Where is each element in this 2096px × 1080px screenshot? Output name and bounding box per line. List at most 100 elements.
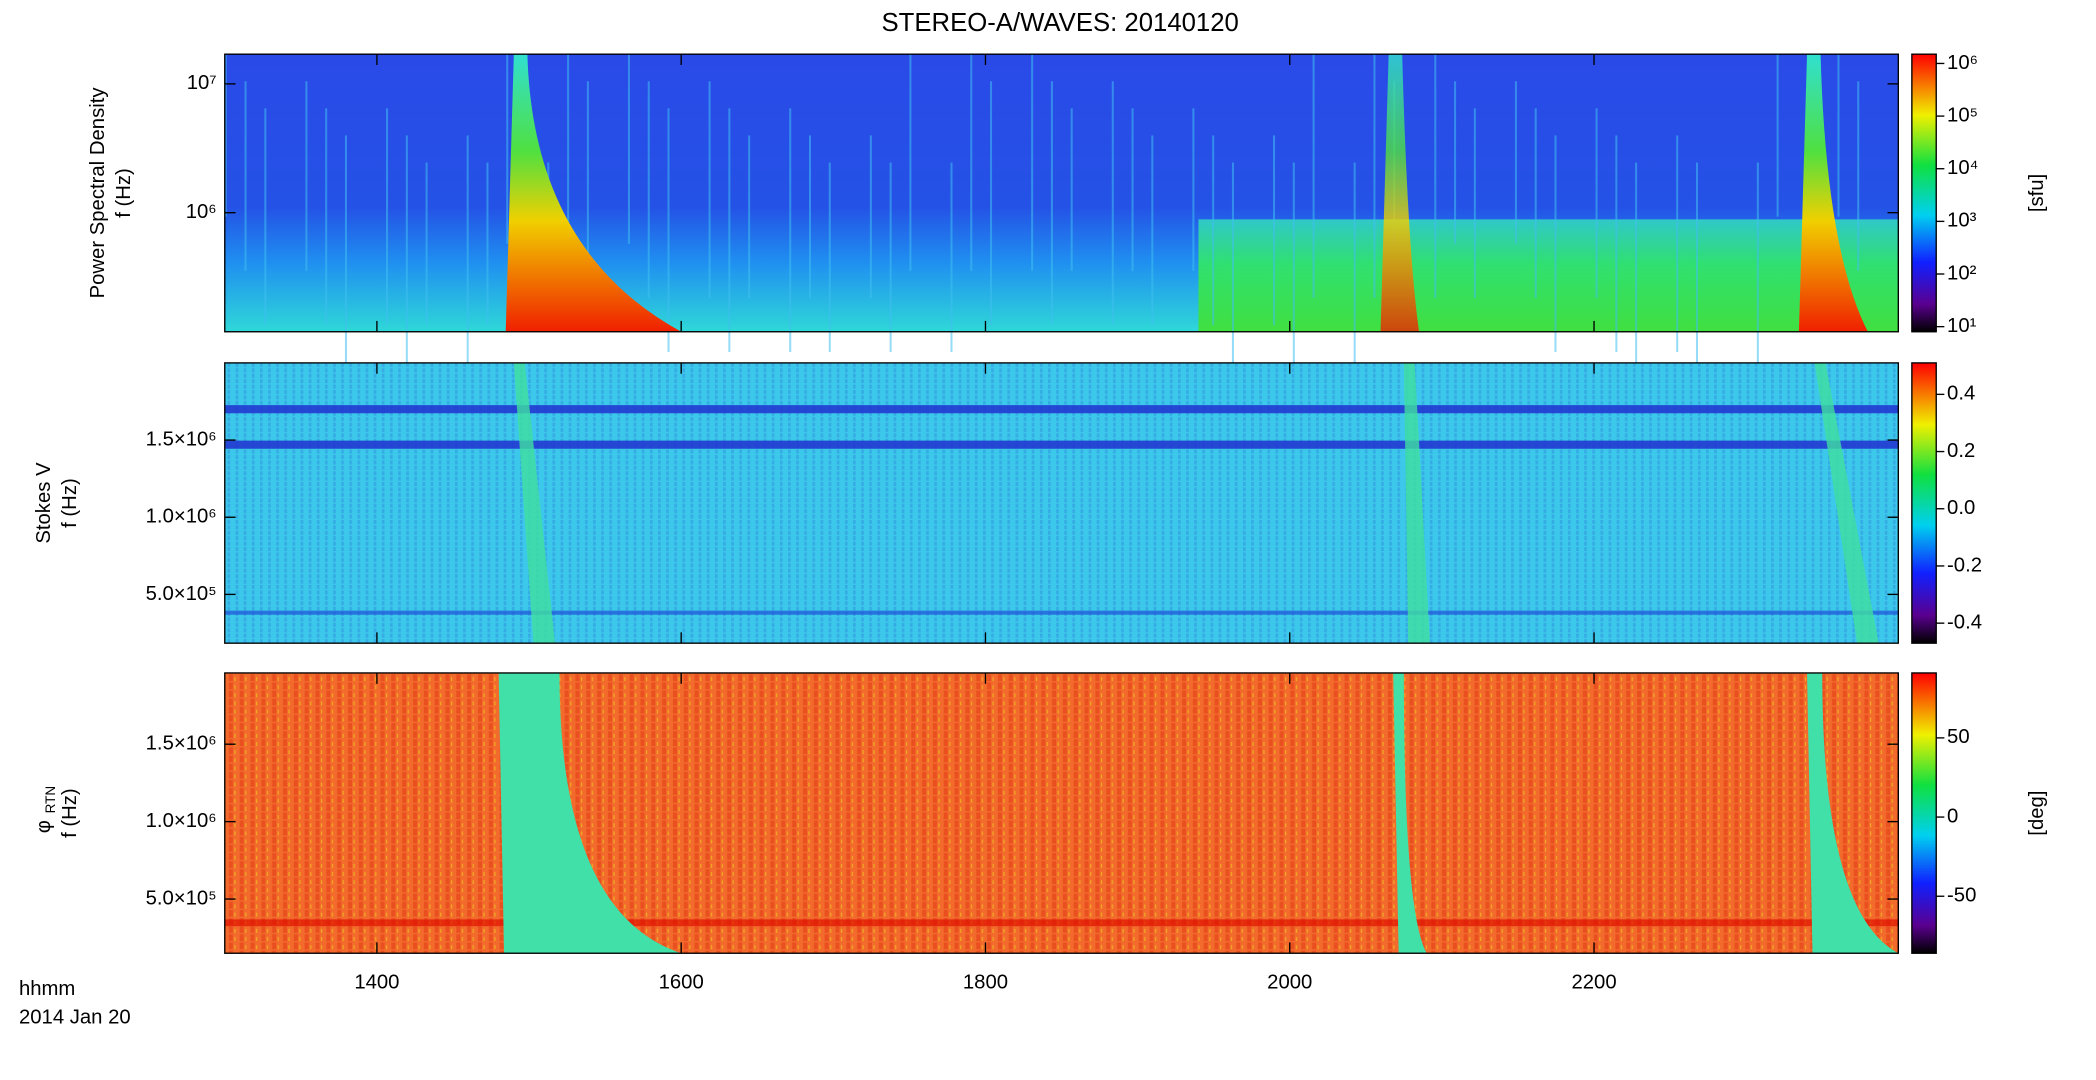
x-axis-label: hhmm <box>19 978 75 1000</box>
spectrogram-texture <box>1070 108 1073 271</box>
colorbar-tick-label: 0.2 <box>1947 440 1975 462</box>
spectrogram-texture <box>1031 54 1034 271</box>
colorbar-tick-label: 10⁵ <box>1947 104 1978 126</box>
y-axis-label: f (Hz) <box>59 788 81 838</box>
colorbar-tick-label: 0.4 <box>1947 383 1975 405</box>
spectrogram-texture <box>513 362 556 644</box>
colorbar-tick-label: 10³ <box>1947 210 1977 232</box>
spectrogram-texture <box>1473 108 1476 298</box>
y-axis-label: f (Hz) <box>113 168 135 218</box>
colorbar-label: [deg] <box>2026 791 2048 836</box>
spectrogram-texture <box>748 135 751 298</box>
spectrogram-texture <box>1198 219 1899 332</box>
spectrogram <box>224 362 1899 644</box>
spectrogram-texture <box>244 81 247 271</box>
spectrogram-texture <box>386 108 389 325</box>
spectrogram-texture <box>567 54 570 244</box>
y-tick-label: 1.0×10⁶ <box>146 810 217 832</box>
y-tick-label: 10⁷ <box>187 72 217 94</box>
spectrogram-texture <box>869 135 872 298</box>
panel-frame <box>224 53 1899 333</box>
y-tick-label: 10⁶ <box>186 201 217 223</box>
spectrogram-texture <box>808 135 812 298</box>
spectrogram-texture <box>305 81 308 271</box>
spectrogram-texture <box>1695 162 1698 407</box>
spectrogram-texture <box>224 54 227 217</box>
spectrogram-texture <box>1403 362 1430 644</box>
colorbar-tick-label: -0.4 <box>1947 612 1982 634</box>
x-tick-label: 1800 <box>963 971 1008 993</box>
spectrogram-texture <box>1192 108 1195 271</box>
spectrogram-texture <box>667 108 670 353</box>
spectrogram-texture <box>647 81 650 298</box>
colorbar-tick-label: 0.0 <box>1947 497 1975 519</box>
colorbar <box>1911 672 1937 954</box>
spectrogram-texture <box>1380 54 1420 332</box>
panel-frame <box>224 362 1899 644</box>
y-axis-label: Power Spectral Density <box>87 87 109 299</box>
spectrogram-texture <box>909 54 912 271</box>
spectrogram-texture <box>224 610 1899 615</box>
y-tick-label: 5.0×10⁵ <box>146 887 217 909</box>
spectrogram-texture <box>1635 162 1638 407</box>
panel-frame <box>224 672 1899 954</box>
spectrogram-texture <box>1292 162 1295 380</box>
colorbar-tick-label: 0 <box>1947 805 1958 827</box>
spectrogram-texture <box>498 672 682 954</box>
spectrogram-texture <box>506 54 509 244</box>
y-axis-label: Stokes V <box>33 462 55 544</box>
spectrogram-texture <box>1050 81 1053 325</box>
y-axis-label: f (Hz) <box>59 478 81 528</box>
colorbar-tick-label: 10⁶ <box>1947 52 1978 74</box>
spectrogram-texture <box>224 672 1899 954</box>
spectrogram-texture <box>708 81 711 298</box>
spectrogram-texture <box>224 405 1899 414</box>
spectrogram-texture <box>1273 135 1276 325</box>
spectrogram-texture <box>1373 54 1376 298</box>
spectrogram-texture <box>1776 54 1779 217</box>
spectrogram-texture <box>466 135 469 380</box>
colorbar-tick-label: 50 <box>1947 726 1970 748</box>
spectrogram-texture <box>224 362 1899 644</box>
spectrogram-texture <box>950 162 953 353</box>
spectrogram <box>224 54 1899 407</box>
chart-title: STEREO-A/WAVES: 20140120 <box>881 9 1238 37</box>
colorbar <box>1911 362 1937 644</box>
spectrogram-texture <box>1434 54 1437 298</box>
spectrogram-texture <box>828 162 831 353</box>
spectrogram-texture <box>728 108 731 353</box>
spectrogram-texture <box>1151 135 1154 325</box>
spectrogram-texture <box>1131 108 1134 271</box>
y-tick-label: 1.0×10⁶ <box>146 506 217 528</box>
colorbar-tick-label: 10⁴ <box>1947 157 1978 179</box>
spectrogram-texture <box>1798 54 1868 332</box>
spectrogram-texture <box>505 54 682 332</box>
colorbar-tick-label: 10² <box>1947 262 1977 284</box>
spectrogram-texture <box>425 162 428 325</box>
y-axis-label: φ <box>33 820 55 833</box>
spectrogram-texture <box>1534 108 1537 298</box>
colorbar-tick-label: -0.2 <box>1947 554 1982 576</box>
spectrogram-texture <box>1814 362 1879 644</box>
spectrogram-texture <box>1807 672 1899 954</box>
spectrogram-texture <box>344 135 347 380</box>
spectrogram <box>224 672 1899 954</box>
colorbar-label: [sfu] <box>2026 174 2048 212</box>
spectrogram-texture <box>1353 162 1356 380</box>
spectrogram-texture <box>1111 81 1114 325</box>
y-tick-label: 1.5×10⁶ <box>146 733 217 755</box>
spectrogram-texture <box>627 54 630 244</box>
spectrogram-texture <box>405 135 408 380</box>
spectrogram-texture <box>1514 81 1517 244</box>
spectrogram-texture <box>1393 672 1427 954</box>
spectrogram-texture <box>224 919 1899 927</box>
spectrogram-texture <box>789 108 792 353</box>
y-tick-label: 5.0×10⁵ <box>146 583 217 605</box>
x-tick-label: 1400 <box>354 971 399 993</box>
colorbar-tick-label: 10¹ <box>1947 315 1977 337</box>
spectrogram-texture <box>1857 81 1860 271</box>
x-axis-date: 2014 Jan 20 <box>19 1007 131 1029</box>
spectrogram-texture <box>264 108 267 325</box>
